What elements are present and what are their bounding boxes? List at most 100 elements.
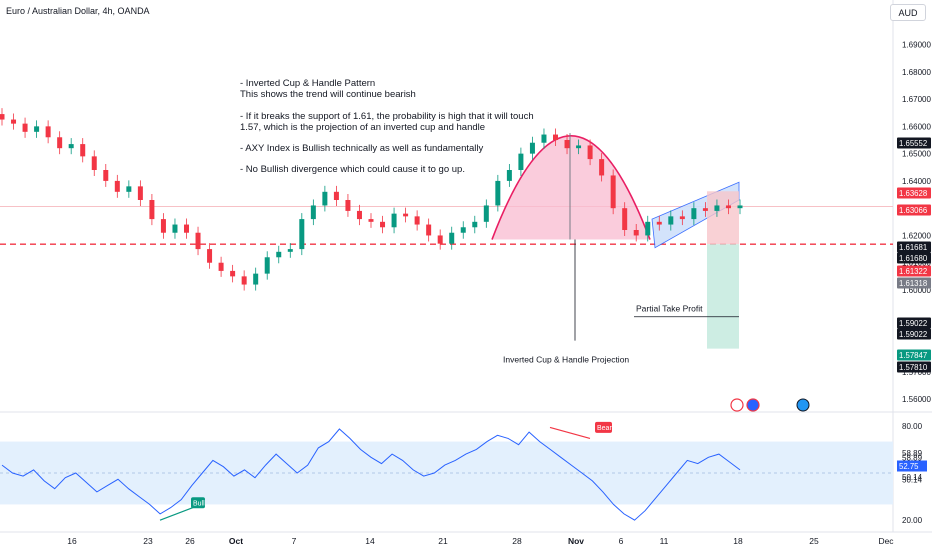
candle-body[interactable] — [149, 200, 155, 220]
candle-body[interactable] — [702, 208, 708, 211]
price-label-bg — [897, 241, 931, 253]
candle-body[interactable] — [587, 145, 593, 160]
candle-body[interactable] — [172, 224, 178, 233]
price-label-bg — [897, 317, 931, 329]
candle-body[interactable] — [356, 210, 362, 220]
candle-body[interactable] — [414, 216, 420, 225]
candle-body[interactable] — [403, 213, 409, 217]
candle-body[interactable] — [276, 251, 282, 258]
time-tick-label: 7 — [292, 536, 297, 546]
candle-body[interactable] — [103, 170, 109, 181]
candle-body[interactable] — [483, 205, 489, 222]
candle-body[interactable] — [610, 175, 616, 209]
price-label-bg — [897, 204, 931, 216]
rsi-value-label: 52.75 — [899, 462, 919, 471]
currency-selector[interactable]: AUD — [890, 4, 926, 21]
event-icon[interactable] — [730, 398, 744, 412]
candle-body[interactable] — [725, 205, 731, 209]
rsi-line[interactable] — [1, 428, 741, 521]
candle-body[interactable] — [322, 191, 328, 206]
candle-body[interactable] — [679, 216, 685, 220]
candle-body[interactable] — [553, 134, 558, 140]
candle-body[interactable] — [668, 216, 674, 225]
candle-body[interactable] — [391, 213, 397, 228]
candle-body[interactable] — [622, 208, 628, 230]
time-tick-label: 28 — [512, 536, 522, 546]
candle-body[interactable] — [11, 119, 17, 124]
candle-body[interactable] — [437, 235, 443, 244]
candle-body[interactable] — [299, 219, 305, 250]
candle-body[interactable] — [426, 224, 432, 236]
flag-icon[interactable] — [746, 398, 760, 412]
candle-body[interactable] — [368, 219, 374, 222]
candle-body[interactable] — [472, 221, 478, 228]
candle-body[interactable] — [68, 144, 74, 149]
candle-body[interactable] — [126, 186, 132, 192]
bull-badge[interactable] — [191, 497, 205, 509]
price-label-bg — [897, 328, 931, 340]
candle-body[interactable] — [714, 205, 720, 211]
price-label: 1.61681 — [899, 243, 927, 252]
candle-body[interactable] — [599, 159, 605, 176]
earth-icon[interactable] — [796, 398, 810, 412]
projection-label: Inverted Cup & Handle Projection — [503, 355, 629, 365]
candle-body[interactable] — [80, 144, 86, 157]
candle-body[interactable] — [380, 221, 386, 228]
note-support: - If it breaks the support of 1.61, the … — [240, 111, 534, 122]
candle-body[interactable] — [241, 276, 247, 285]
candle-body[interactable] — [22, 123, 28, 132]
time-tick-label: 26 — [185, 536, 195, 546]
stop-loss-zone[interactable] — [707, 191, 739, 245]
candle-body[interactable] — [137, 186, 143, 200]
candle-body[interactable] — [345, 200, 351, 211]
time-tick-label: 6 — [619, 536, 624, 546]
price-label: 1.61680 — [899, 254, 928, 263]
candle-body[interactable] — [218, 262, 224, 271]
candle-body[interactable] — [287, 249, 293, 252]
candle-body[interactable] — [495, 180, 501, 206]
candle-body[interactable] — [529, 142, 535, 154]
candle-body[interactable] — [449, 232, 455, 244]
candle-body[interactable] — [518, 153, 524, 170]
candle-body[interactable] — [45, 126, 51, 138]
candle-body[interactable] — [506, 170, 512, 181]
price-tick-label: 1.64000 — [902, 177, 931, 186]
rsi-level-label: 58.89 — [902, 449, 923, 458]
time-tick-label: 18 — [733, 536, 743, 546]
candle-body[interactable] — [195, 232, 201, 250]
rsi-level-label: 50.14 — [902, 473, 923, 482]
candle-body[interactable] — [460, 227, 466, 233]
candle-body[interactable] — [564, 140, 570, 149]
time-tick-label: Nov — [568, 536, 584, 546]
candle-body[interactable] — [91, 156, 97, 170]
candle-body[interactable] — [0, 114, 5, 120]
candle-body[interactable] — [645, 221, 651, 236]
candle-body[interactable] — [541, 134, 547, 143]
candle-body[interactable] — [184, 224, 189, 233]
candle-body[interactable] — [576, 145, 582, 149]
candle-body[interactable] — [160, 219, 166, 233]
candle-body[interactable] — [691, 208, 697, 220]
take-profit-zone[interactable] — [707, 244, 739, 349]
candle-body[interactable] — [656, 221, 662, 225]
candle-body[interactable] — [207, 249, 213, 263]
note-pattern: - Inverted Cup & Handle Pattern — [240, 78, 376, 89]
candle-body[interactable] — [253, 273, 259, 285]
candle-body[interactable] — [737, 205, 743, 209]
candle-body[interactable] — [264, 257, 270, 274]
note-divergence: - No Bullish divergence which could caus… — [240, 164, 465, 175]
candle-body[interactable] — [34, 126, 40, 132]
candle-body[interactable] — [114, 180, 120, 192]
note-projection: 1.57, which is the projection of an inve… — [240, 122, 486, 133]
candle-body[interactable] — [633, 230, 639, 236]
bear-badge[interactable] — [595, 421, 612, 433]
candle-body[interactable] — [333, 191, 339, 200]
candle-body[interactable] — [230, 270, 236, 277]
price-label-bg — [897, 277, 931, 289]
candle-body[interactable] — [57, 137, 63, 149]
candle-body[interactable] — [310, 205, 316, 220]
price-label: 1.63066 — [899, 206, 927, 215]
price-label: 1.61322 — [899, 267, 927, 276]
